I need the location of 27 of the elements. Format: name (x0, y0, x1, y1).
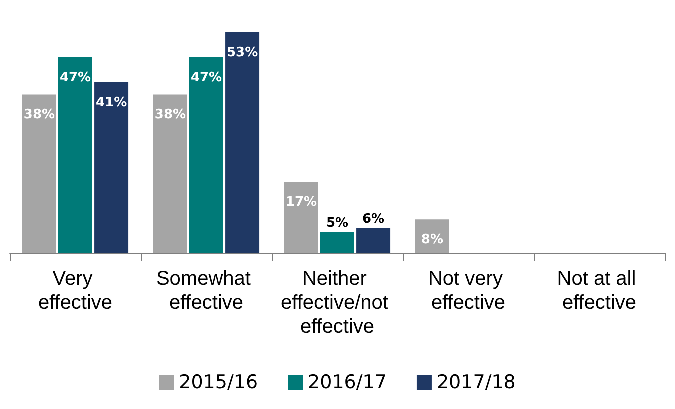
bar (226, 32, 260, 253)
data-label: 6% (362, 212, 385, 228)
data-label: 53% (226, 45, 258, 60)
x-tick-label: Neither effective/not effective (280, 268, 394, 338)
legend-label: 2015/16 (179, 372, 258, 394)
bar (94, 82, 129, 253)
data-label: 5% (326, 216, 349, 232)
x-tick-label: Not at all effective (557, 268, 642, 314)
data-label: 8% (421, 232, 444, 248)
legend-label: 2016/17 (308, 372, 387, 394)
bar (320, 232, 354, 253)
bar (190, 57, 224, 253)
bar (153, 94, 188, 253)
x-tick-label: Somewhat effective (156, 268, 257, 314)
data-label: 47% (60, 70, 92, 86)
data-label: 17% (286, 195, 318, 210)
bar (22, 94, 56, 253)
data-label: 38% (24, 108, 56, 123)
x-tick-label: Not very effective (428, 268, 509, 314)
bar (58, 57, 92, 253)
bar (284, 182, 318, 253)
data-label: 47% (190, 70, 222, 86)
data-label: 41% (96, 95, 128, 110)
data-label: 38% (154, 108, 186, 123)
legend-label: 2017/18 (436, 372, 516, 394)
bar (356, 228, 391, 253)
x-tick-label: Very effective (38, 268, 113, 314)
